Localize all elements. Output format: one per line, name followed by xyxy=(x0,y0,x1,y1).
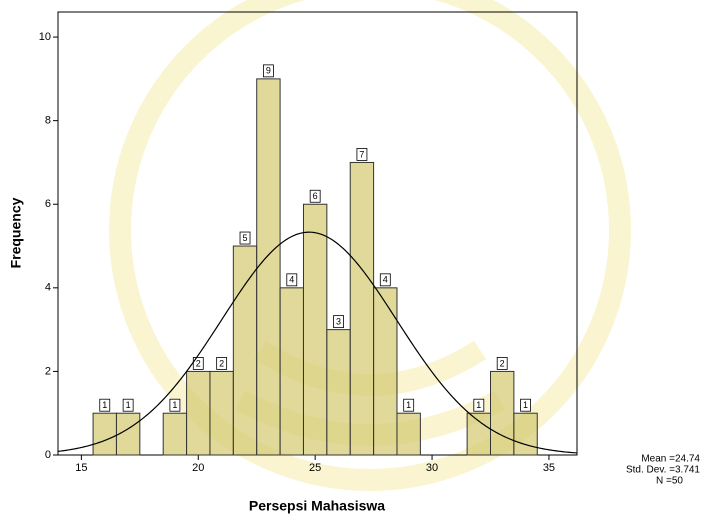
value-label: 9 xyxy=(266,66,271,76)
value-label: 4 xyxy=(289,275,294,285)
x-tick-label: 15 xyxy=(75,462,87,474)
stats-label: Std. Dev. =3.741 xyxy=(626,465,700,476)
x-tick-label: 20 xyxy=(192,462,204,474)
x-axis-title: Persepsi Mahasiswa xyxy=(249,498,385,514)
bar xyxy=(397,413,420,455)
bar xyxy=(327,330,350,455)
y-tick-label: 4 xyxy=(45,282,51,294)
bar xyxy=(303,204,326,455)
bar xyxy=(467,413,490,455)
bar xyxy=(350,162,373,455)
value-label: 1 xyxy=(523,400,528,410)
y-axis-title: Frequency xyxy=(8,197,24,268)
bar xyxy=(514,413,537,455)
value-label: 1 xyxy=(406,400,411,410)
value-label: 1 xyxy=(126,400,131,410)
value-label: 1 xyxy=(476,400,481,410)
bar xyxy=(374,288,397,455)
value-label: 2 xyxy=(196,358,201,368)
chart: Persepsi Mahasiswa Frequency 02468101520… xyxy=(0,0,726,528)
y-tick-label: 6 xyxy=(45,198,51,210)
y-tick-label: 2 xyxy=(45,365,51,377)
x-tick-label: 25 xyxy=(309,462,321,474)
value-label: 2 xyxy=(500,358,505,368)
value-label: 5 xyxy=(243,233,248,243)
y-tick-label: 0 xyxy=(45,449,51,461)
x-tick-label: 30 xyxy=(426,462,438,474)
y-tick-label: 8 xyxy=(45,115,51,127)
bar xyxy=(233,246,256,455)
stats-label: N =50 xyxy=(656,476,683,487)
value-label: 3 xyxy=(336,316,341,326)
y-tick-label: 10 xyxy=(39,31,51,43)
bar xyxy=(280,288,303,455)
bar xyxy=(93,413,116,455)
bar xyxy=(257,79,280,455)
bar xyxy=(187,371,210,455)
x-tick-label: 35 xyxy=(543,462,555,474)
value-label: 4 xyxy=(383,275,388,285)
value-label: 2 xyxy=(219,358,224,368)
value-label: 6 xyxy=(313,191,318,201)
bar xyxy=(210,371,233,455)
stats-label: Mean =24.74 xyxy=(641,454,700,465)
value-label: 7 xyxy=(359,149,364,159)
value-label: 1 xyxy=(102,400,107,410)
value-label: 1 xyxy=(172,400,177,410)
bar xyxy=(491,371,514,455)
bar xyxy=(163,413,186,455)
